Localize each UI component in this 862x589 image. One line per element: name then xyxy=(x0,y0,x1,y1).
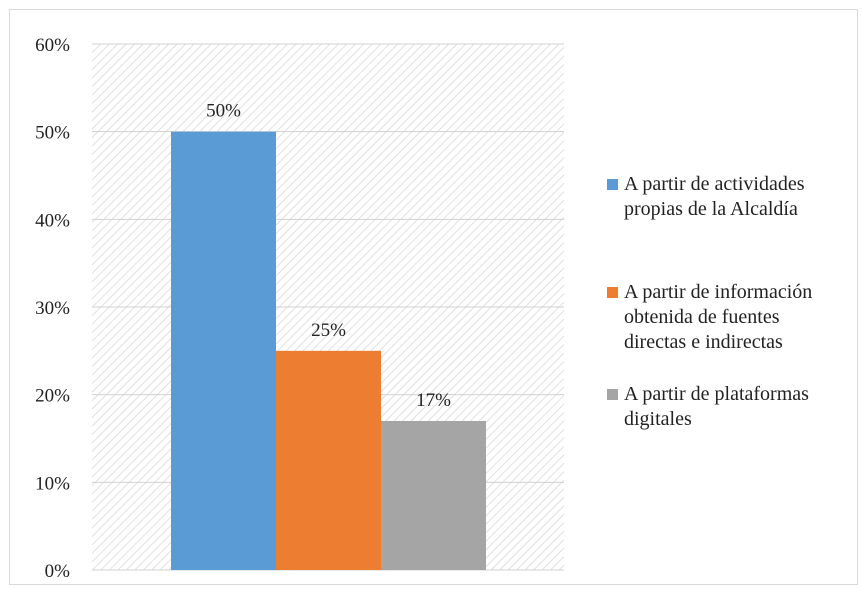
legend-label: digitales xyxy=(624,408,692,430)
y-tick-label: 0% xyxy=(45,561,71,582)
y-tick-label: 50% xyxy=(35,123,70,144)
data-label: 50% xyxy=(206,101,241,122)
y-tick-label: 30% xyxy=(35,298,70,319)
y-tick-label: 60% xyxy=(35,35,70,56)
y-tick-label: 40% xyxy=(35,210,70,231)
legend-label: A partir de plataformas xyxy=(624,383,809,405)
bar xyxy=(171,131,276,570)
bar xyxy=(276,350,381,570)
y-tick-label: 10% xyxy=(35,473,70,494)
legend-label: propias de la Alcaldía xyxy=(624,198,798,220)
legend-label: A partir de actividades xyxy=(624,173,805,195)
data-label: 17% xyxy=(416,390,451,411)
legend-label: directas e indirectas xyxy=(624,331,783,353)
data-label: 25% xyxy=(311,320,346,341)
legend-label: A partir de información xyxy=(624,281,812,303)
bars xyxy=(171,131,486,570)
legend-label: obtenida de fuentes xyxy=(624,306,780,328)
y-tick-label: 20% xyxy=(35,386,70,407)
legend: A partir de actividades propias de la Alc… xyxy=(607,173,812,430)
bar xyxy=(381,420,486,570)
data-labels: 50% 25% 17% xyxy=(206,101,451,411)
legend-swatch xyxy=(607,389,618,400)
legend-swatch xyxy=(607,287,618,298)
legend-swatch xyxy=(607,179,618,190)
y-axis-ticks: 0% 10% 20% 30% 40% 50% 60% xyxy=(35,35,70,582)
